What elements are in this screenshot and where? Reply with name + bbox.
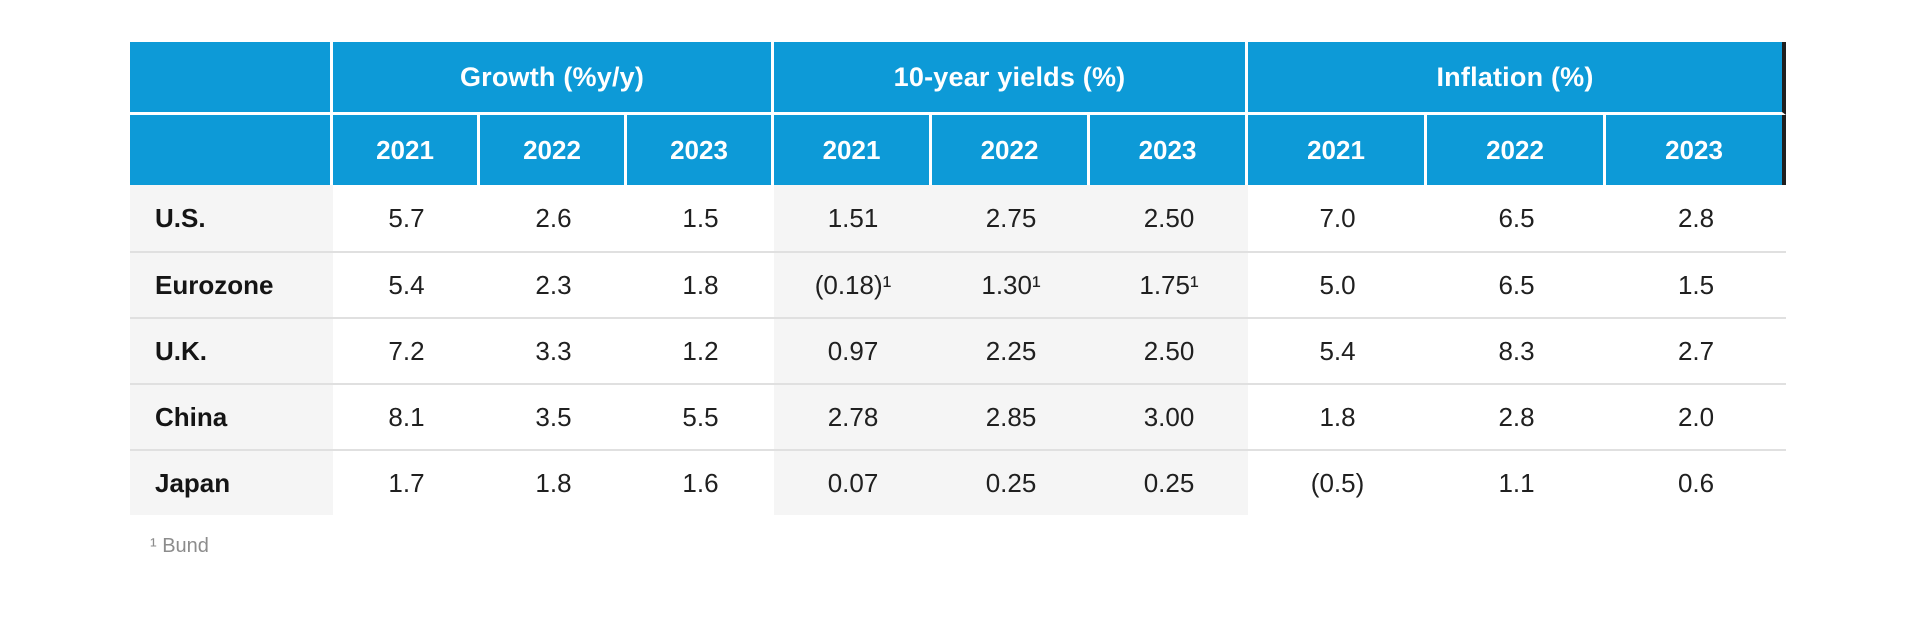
year-header-yields-2023: 2023: [1090, 115, 1249, 185]
table-cell: 1.8: [480, 449, 627, 515]
year-header-yields-2022: 2022: [932, 115, 1090, 185]
table-cell: 1.6: [627, 449, 774, 515]
year-header-yields-2021: 2021: [774, 115, 932, 185]
table-cell: 1.75¹: [1090, 251, 1249, 317]
row-label: Eurozone: [130, 251, 333, 317]
column-group-header-yields: 10-year yields (%): [774, 42, 1249, 115]
table-cell: 0.07: [774, 449, 932, 515]
table-cell: 1.51: [774, 185, 932, 251]
table-cell: 1.5: [1606, 251, 1787, 317]
table-cell: 3.5: [480, 383, 627, 449]
row-label: U.K.: [130, 317, 333, 383]
table-cell: 1.30¹: [932, 251, 1090, 317]
year-header-growth-2021: 2021: [333, 115, 480, 185]
table-cell: 6.5: [1427, 185, 1607, 251]
table-cell: 3.00: [1090, 383, 1249, 449]
table-row-eurozone: Eurozone 5.4 2.3 1.8 (0.18)¹ 1.30¹ 1.75¹…: [130, 251, 1787, 317]
year-header-growth-2022: 2022: [480, 115, 627, 185]
table-row-china: China 8.1 3.5 5.5 2.78 2.85 3.00 1.8 2.8…: [130, 383, 1787, 449]
economic-forecast-table: Growth (%y/y) 10-year yields (%) Inflati…: [130, 42, 1787, 515]
table-cell: 2.6: [480, 185, 627, 251]
table-cell: 2.7: [1606, 317, 1787, 383]
table-cell: 2.0: [1606, 383, 1787, 449]
table-cell: 2.8: [1427, 383, 1607, 449]
table-cell: 1.5: [627, 185, 774, 251]
table-row-japan: Japan 1.7 1.8 1.6 0.07 0.25 0.25 (0.5) 1…: [130, 449, 1787, 515]
year-header-inflation-2021: 2021: [1248, 115, 1428, 185]
table-cell: 2.75: [932, 185, 1090, 251]
footnote: ¹ Bund: [150, 535, 209, 557]
table-cell: 2.78: [774, 383, 932, 449]
table-cell: 0.6: [1606, 449, 1787, 515]
table-cell: 2.50: [1090, 185, 1249, 251]
corner-cell-lower: [130, 115, 333, 185]
table-cell: 1.2: [627, 317, 774, 383]
row-label: Japan: [130, 449, 333, 515]
table-cell: (0.18)¹: [774, 251, 932, 317]
year-header-growth-2023: 2023: [627, 115, 774, 185]
table-cell: 2.25: [932, 317, 1090, 383]
table-cell: 1.1: [1427, 449, 1607, 515]
table-cell: 5.7: [333, 185, 480, 251]
row-label: U.S.: [130, 185, 333, 251]
forecast-table-container: Growth (%y/y) 10-year yields (%) Inflati…: [130, 42, 1787, 558]
table-cell: 5.4: [1248, 317, 1428, 383]
year-header-row: 2021 2022 2023 2021 2022 2023 2021 2022 …: [130, 115, 1787, 185]
table-cell: 3.3: [480, 317, 627, 383]
table-cell: 2.3: [480, 251, 627, 317]
corner-cell: [130, 42, 333, 115]
table-cell: 8.3: [1427, 317, 1607, 383]
row-label: China: [130, 383, 333, 449]
table-cell: 7.0: [1248, 185, 1428, 251]
table-cell: 0.25: [932, 449, 1090, 515]
table-cell: 0.97: [774, 317, 932, 383]
table-cell: 5.0: [1248, 251, 1428, 317]
table-cell: 6.5: [1427, 251, 1607, 317]
column-group-header-growth: Growth (%y/y): [333, 42, 774, 115]
table-cell: 1.7: [333, 449, 480, 515]
table-cell: 2.8: [1606, 185, 1787, 251]
column-group-header-row: Growth (%y/y) 10-year yields (%) Inflati…: [130, 42, 1787, 115]
table-cell: 2.50: [1090, 317, 1249, 383]
table-cell: 5.5: [627, 383, 774, 449]
column-group-header-inflation: Inflation (%): [1248, 42, 1787, 115]
table-cell: 2.85: [932, 383, 1090, 449]
table-cell: (0.5): [1248, 449, 1428, 515]
year-header-inflation-2023: 2023: [1606, 115, 1787, 185]
table-cell: 0.25: [1090, 449, 1249, 515]
year-header-inflation-2022: 2022: [1427, 115, 1607, 185]
table-cell: 8.1: [333, 383, 480, 449]
table-cell: 5.4: [333, 251, 480, 317]
table-cell: 7.2: [333, 317, 480, 383]
table-row-us: U.S. 5.7 2.6 1.5 1.51 2.75 2.50 7.0 6.5 …: [130, 185, 1787, 251]
table-row-uk: U.K. 7.2 3.3 1.2 0.97 2.25 2.50 5.4 8.3 …: [130, 317, 1787, 383]
table-cell: 1.8: [627, 251, 774, 317]
table-cell: 1.8: [1248, 383, 1428, 449]
